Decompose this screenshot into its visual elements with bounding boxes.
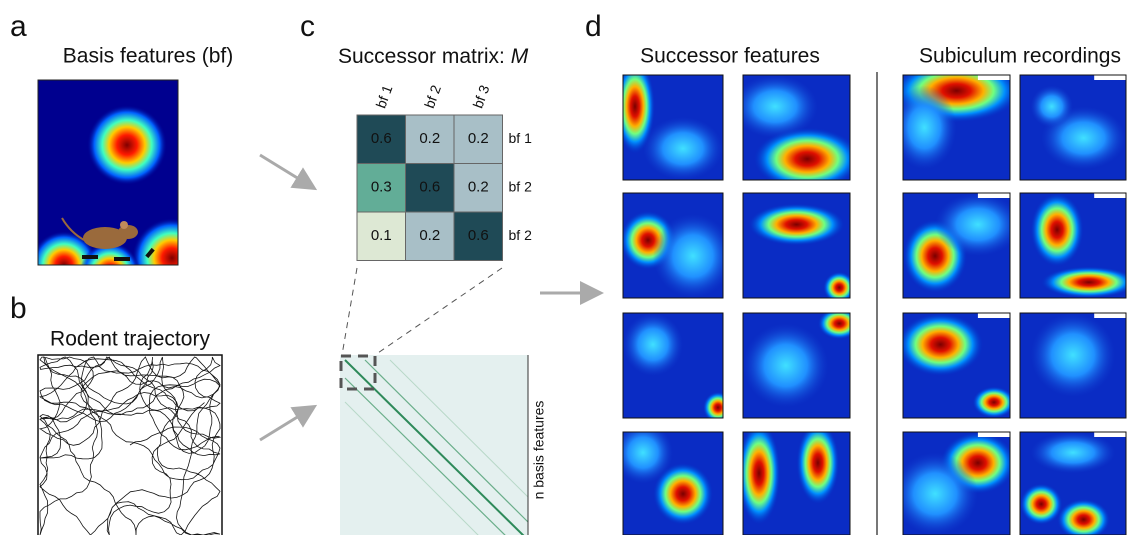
cell-value: 0.6	[419, 179, 440, 196]
panel-title: Successor features	[640, 45, 820, 68]
blob	[623, 313, 683, 376]
blob	[1041, 267, 1136, 299]
cell-value: 0.2	[468, 130, 489, 147]
heatmap-tile	[613, 422, 723, 535]
blob	[1031, 86, 1073, 128]
blob	[823, 272, 855, 304]
blob	[935, 193, 1021, 256]
row-label: bf 1	[509, 130, 533, 146]
blob	[973, 387, 1016, 419]
heatmap-tile	[1020, 432, 1126, 535]
heatmap-tile	[1020, 75, 1126, 180]
heatmap-tile	[743, 308, 861, 418]
arrow	[260, 155, 312, 187]
blob	[732, 75, 818, 138]
figure: a Basis features (bf) b Rodent trajector…	[0, 0, 1137, 535]
panel-label: b	[10, 292, 27, 325]
mask-pixel	[1094, 75, 1126, 80]
mask-pixel	[978, 193, 1010, 198]
panel-label: a	[10, 10, 27, 43]
panel-title: Rodent trajectory	[50, 328, 210, 351]
blob	[738, 422, 781, 525]
panel-title: Successor matrix: M	[338, 45, 529, 68]
panel-label: d	[585, 10, 602, 43]
arrow	[260, 408, 312, 440]
zoom-line	[375, 268, 502, 355]
heatmap-tile	[732, 75, 860, 191]
cell-value: 0.2	[419, 227, 440, 244]
title-symbol: M	[511, 45, 529, 68]
column-label: bf 2	[421, 83, 444, 111]
blob	[643, 117, 723, 180]
heatmap-tile	[623, 313, 733, 423]
basis-heatmap	[30, 80, 212, 302]
mask-pixel	[978, 432, 1010, 437]
mask-pixel	[978, 313, 1010, 318]
blob	[1031, 313, 1116, 397]
heatmap-tile	[1020, 193, 1137, 298]
mask-pixel	[1094, 313, 1126, 318]
cell-value: 0.6	[371, 130, 392, 147]
panel-label: c	[300, 10, 315, 43]
column-label: bf 3	[470, 83, 493, 111]
heatmap-grid	[613, 59, 1137, 535]
full-matrix	[340, 355, 528, 535]
trajectory	[40, 357, 220, 535]
mask-pixel	[1094, 432, 1126, 437]
heatmap-tile	[738, 422, 850, 535]
row-label: bf 2	[509, 178, 533, 194]
blob	[613, 422, 673, 484]
blob	[1031, 432, 1116, 473]
title-text: Successor matrix:	[338, 45, 511, 68]
cell-value: 0.2	[468, 179, 489, 196]
blob	[818, 308, 861, 340]
blob	[1020, 484, 1062, 525]
successor-matrix: 0.6 0.2 0.2 0.3 0.6 0.2 0.1 0.2 0.6 bf 1 bf 2 bf 3 b…	[357, 83, 532, 261]
cell-value: 0.6	[468, 227, 489, 244]
trajectory-path	[40, 357, 220, 535]
mask-pixel	[1094, 193, 1126, 198]
heatmap-tile	[615, 59, 723, 180]
blob	[898, 313, 984, 376]
heatmap-tile	[620, 193, 733, 298]
blob	[743, 324, 829, 408]
blob	[797, 422, 840, 504]
blob	[892, 453, 978, 535]
blob	[1031, 193, 1084, 267]
blob	[703, 392, 733, 424]
cell-value: 0.1	[371, 227, 392, 244]
column-label: bf 1	[373, 83, 396, 111]
blob	[748, 204, 844, 246]
heatmap-tile	[743, 193, 855, 303]
cell-value: 0.3	[371, 179, 392, 196]
row-label: bf 2	[509, 227, 533, 243]
axis-label: n basis features	[531, 401, 547, 500]
cell-value: 0.2	[419, 130, 440, 147]
zoom-line	[342, 268, 357, 355]
heatmap-tile	[1020, 313, 1126, 418]
panel-title: Basis features (bf)	[63, 45, 233, 68]
heatmap-tile	[898, 313, 1016, 418]
mask-pixel	[978, 75, 1010, 80]
blob	[892, 86, 956, 170]
heatmap-tile	[892, 59, 1020, 180]
heatmap-tile	[892, 432, 1015, 535]
blob	[653, 214, 733, 298]
heatmap-tile	[903, 193, 1021, 298]
panel-title: Subiculum recordings	[919, 45, 1121, 68]
